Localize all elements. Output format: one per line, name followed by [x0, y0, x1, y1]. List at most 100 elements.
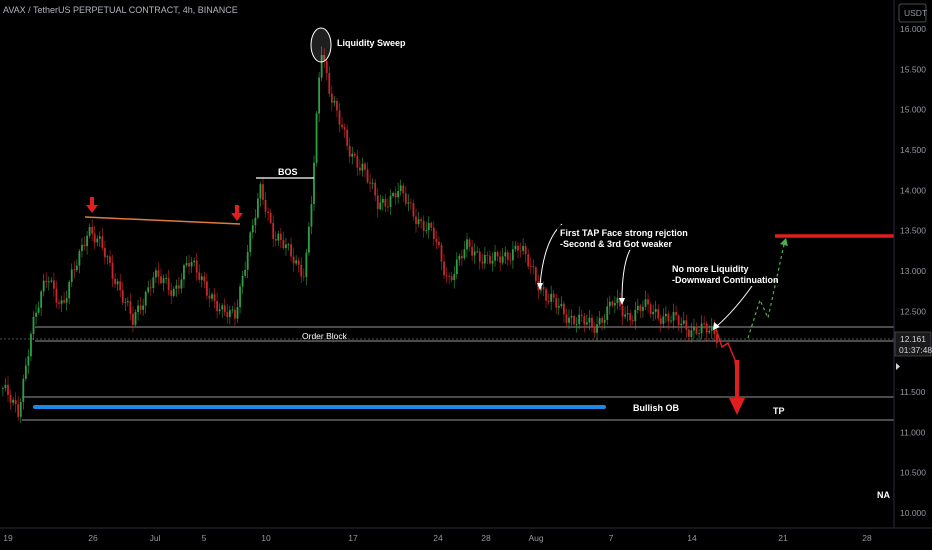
candle [379, 194, 382, 211]
countdown-value: 01:37:48 [899, 345, 932, 355]
candle [672, 303, 675, 329]
candle [221, 303, 224, 318]
candle [394, 186, 397, 206]
time-tick-label: Jul [150, 533, 161, 543]
candle [119, 274, 122, 298]
candle [636, 298, 639, 314]
candle [458, 253, 461, 266]
price-axis[interactable]: 16.000 15.500 15.000 14.500 14.000 13.500 13.0… [900, 24, 926, 518]
candle [106, 254, 109, 265]
candle [101, 228, 104, 252]
candle [137, 300, 139, 321]
time-tick-label: 10 [261, 533, 271, 543]
candle [142, 298, 145, 316]
time-tick-label: 14 [687, 533, 697, 543]
candle [81, 237, 83, 258]
candle [351, 146, 354, 165]
candle [313, 155, 315, 211]
candle [162, 274, 165, 292]
candle [211, 292, 213, 302]
candle [144, 290, 147, 314]
liquidity-sweep-label: Liquidity Sweep [337, 38, 406, 48]
candle [545, 286, 547, 309]
candle [246, 244, 249, 279]
candle [690, 322, 693, 343]
candle [654, 300, 657, 320]
candle [132, 306, 134, 333]
time-axis[interactable]: 19 26 Jul 5 10 17 24 28 Aug 7 14 21 28 [3, 533, 872, 543]
candle [504, 246, 507, 265]
candle [12, 397, 14, 406]
candle [78, 249, 81, 274]
na-label: NA [877, 490, 890, 500]
candle [68, 279, 71, 305]
time-tick-label: Aug [528, 533, 543, 543]
candle [152, 271, 155, 294]
candle [374, 179, 377, 202]
candle [614, 296, 616, 314]
candle [22, 374, 25, 410]
candle [315, 111, 318, 167]
candle [369, 174, 371, 192]
candle [435, 230, 438, 250]
candle [254, 209, 257, 234]
candle [534, 265, 537, 285]
candle [524, 242, 527, 263]
candle [308, 222, 310, 256]
scroll-right-icon[interactable] [896, 363, 900, 370]
time-tick-label: 28 [862, 533, 872, 543]
candle [75, 259, 78, 273]
chart-title: AVAX / TetherUS PERPETUAL CONTRACT, 4h, … [3, 5, 238, 15]
candle [180, 273, 183, 294]
candle [364, 161, 366, 178]
candle [621, 302, 624, 326]
candle [45, 272, 48, 289]
candle [522, 238, 524, 255]
candle [147, 280, 150, 294]
candles [2, 46, 718, 424]
candle [412, 199, 415, 221]
candle [432, 221, 435, 247]
candle [570, 309, 573, 326]
candle [366, 162, 369, 184]
candle [616, 289, 619, 310]
candle [665, 306, 667, 323]
order-block-label: Order Block [302, 331, 348, 341]
candle [185, 256, 188, 268]
candle [445, 267, 448, 283]
candle [109, 250, 111, 267]
candle [330, 85, 333, 112]
candle [631, 315, 634, 326]
tp-label: TP [773, 406, 785, 416]
red-arrow-2-icon [231, 205, 243, 221]
candle [652, 304, 655, 321]
candle [514, 241, 517, 252]
candle [228, 305, 231, 325]
candle [318, 71, 320, 122]
price-tick-label: 14.500 [900, 145, 926, 155]
currency-button-bg[interactable] [898, 3, 927, 23]
price-tick-label: 15.500 [900, 64, 926, 74]
candle [172, 286, 175, 298]
candle [73, 260, 76, 279]
candle [206, 273, 208, 300]
candle [547, 293, 550, 305]
candle [7, 376, 9, 402]
currency-button[interactable]: USDT [904, 8, 927, 18]
candle [193, 257, 196, 267]
time-tick-label: 19 [3, 533, 13, 543]
candle [527, 249, 530, 270]
candle [272, 214, 275, 247]
candle [124, 297, 127, 311]
candle [14, 392, 17, 413]
candle [695, 322, 698, 335]
candle [476, 246, 479, 254]
candle [471, 239, 473, 262]
candle [333, 96, 336, 107]
candle [512, 241, 514, 269]
candle [639, 303, 642, 319]
candle [670, 315, 672, 324]
first-tap-arrow-head-icon [537, 283, 543, 290]
candle [359, 159, 361, 176]
